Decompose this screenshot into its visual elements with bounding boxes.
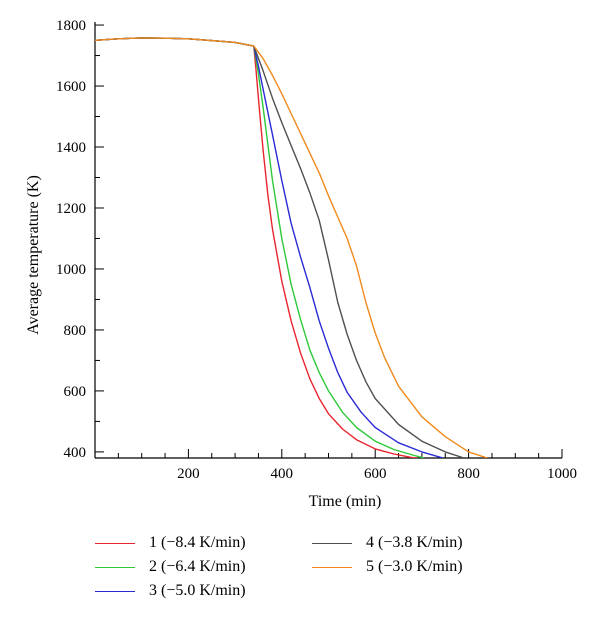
y-tick-label: 800 <box>64 323 87 339</box>
axes <box>94 22 563 459</box>
legend-label-2: 2 (−6.4 K/min) <box>149 558 246 575</box>
legend-item-2: 2 (−6.4 K/min) <box>95 556 246 578</box>
y-tick-label: 1400 <box>56 140 86 156</box>
series-lines <box>95 37 488 458</box>
legend-item-1: 1 (−8.4 K/min) <box>95 532 246 554</box>
legend-label-3: 3 (−5.0 K/min) <box>149 582 246 599</box>
series-line-2 <box>95 37 425 458</box>
y-axis-title: Average temperature (K) <box>25 175 42 335</box>
legend-swatch-1 <box>95 542 135 544</box>
x-tick-label: 400 <box>271 466 294 482</box>
tick-labels: 200 400 600 800 1000 400 600 800 1000 1200 1400 160… <box>56 18 577 482</box>
x-tick-label: 1000 <box>547 466 577 482</box>
legend-swatch-5 <box>312 566 352 568</box>
series-line-1 <box>95 37 418 458</box>
y-tick-label: 1800 <box>56 18 86 34</box>
legend-item-3: 3 (−5.0 K/min) <box>95 580 246 602</box>
legend-label-4: 4 (−3.8 K/min) <box>366 534 463 551</box>
y-tick-label: 600 <box>64 384 87 400</box>
legend-label-1: 1 (−8.4 K/min) <box>149 534 246 551</box>
x-axis-title: Time (min) <box>309 493 382 510</box>
legend-swatch-4 <box>312 542 352 544</box>
legend-swatch-3 <box>95 590 135 592</box>
y-tick-label: 400 <box>64 445 87 461</box>
legend-item-5: 5 (−3.0 K/min) <box>312 556 463 578</box>
series-line-5 <box>95 37 488 458</box>
y-tick-label: 1600 <box>56 79 86 95</box>
y-tick-label: 1000 <box>56 262 86 278</box>
legend-item-4: 4 (−3.8 K/min) <box>312 532 463 554</box>
series-line-3 <box>95 37 444 458</box>
x-tick-label: 600 <box>364 466 387 482</box>
series-line-4 <box>95 37 465 458</box>
x-tick-label: 200 <box>177 466 200 482</box>
legend-label-5: 5 (−3.0 K/min) <box>366 558 463 575</box>
y-tick-label: 1200 <box>56 201 86 217</box>
legend-swatch-2 <box>95 566 135 568</box>
x-tick-label: 800 <box>457 466 480 482</box>
